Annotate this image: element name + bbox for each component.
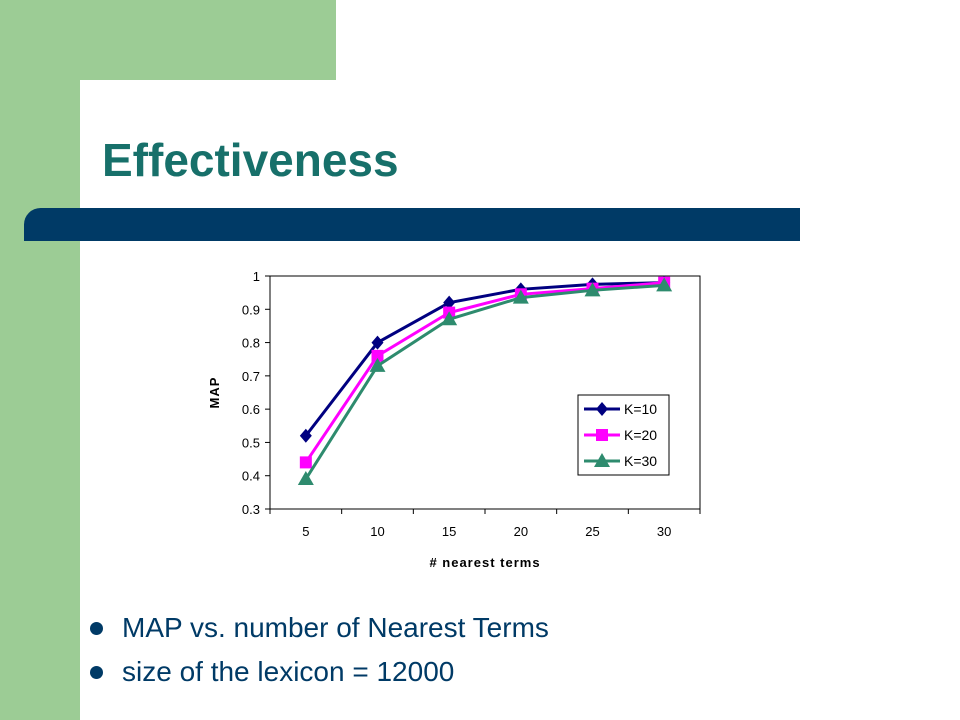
bullet-text: size of the lexicon = 12000 xyxy=(122,656,455,687)
x-tick-label: 30 xyxy=(657,524,671,539)
legend-label: K=10 xyxy=(624,401,657,417)
data-point xyxy=(584,282,601,297)
x-axis-title: # nearest terms xyxy=(429,555,540,570)
y-tick-label: 0.6 xyxy=(242,402,260,417)
left-green-band xyxy=(0,0,80,720)
legend-label: K=20 xyxy=(624,427,657,443)
bullet-dot-icon xyxy=(90,622,103,635)
data-point xyxy=(371,335,384,350)
series-line-K=10 xyxy=(304,281,665,437)
y-tick-label: 0.3 xyxy=(242,502,260,517)
bullet-list: MAP vs. number of Nearest Terms size of … xyxy=(88,606,549,694)
title-underline-bar xyxy=(24,208,800,241)
legend-marker xyxy=(596,429,608,441)
series-line-K=20 xyxy=(304,281,665,464)
data-point xyxy=(299,428,312,443)
bullet-item: MAP vs. number of Nearest Terms xyxy=(88,606,549,650)
legend-marker xyxy=(596,402,608,416)
y-tick-label: 0.8 xyxy=(242,336,260,351)
y-tick-label: 0.5 xyxy=(242,435,260,450)
top-green-block xyxy=(0,0,336,80)
legend-marker xyxy=(594,453,610,467)
x-tick-label: 15 xyxy=(442,524,456,539)
series-line-K=30 xyxy=(304,283,665,480)
data-point xyxy=(369,357,386,372)
bullet-text: MAP vs. number of Nearest Terms xyxy=(122,612,549,643)
x-tick-label: 25 xyxy=(585,524,599,539)
x-tick-label: 5 xyxy=(302,524,309,539)
data-point xyxy=(299,456,312,469)
y-tick-label: 0.9 xyxy=(242,302,260,317)
data-point xyxy=(441,311,458,326)
data-point xyxy=(512,289,529,304)
slide-title: Effectiveness xyxy=(102,134,399,186)
data-point xyxy=(371,349,384,362)
data-point xyxy=(297,471,314,486)
bullet-dot-icon xyxy=(90,666,103,679)
x-tick-label: 20 xyxy=(514,524,528,539)
data-point xyxy=(656,277,673,292)
y-tick-label: 0.4 xyxy=(242,469,260,484)
legend-label: K=30 xyxy=(624,453,657,469)
data-point xyxy=(443,295,456,310)
y-tick-label: 0.7 xyxy=(242,369,260,384)
y-tick-label: 1 xyxy=(253,269,260,284)
y-axis-title: MAP xyxy=(207,377,222,409)
bullet-item: size of the lexicon = 12000 xyxy=(88,650,549,694)
x-tick-label: 10 xyxy=(370,524,384,539)
title-bar-notch xyxy=(24,224,66,241)
